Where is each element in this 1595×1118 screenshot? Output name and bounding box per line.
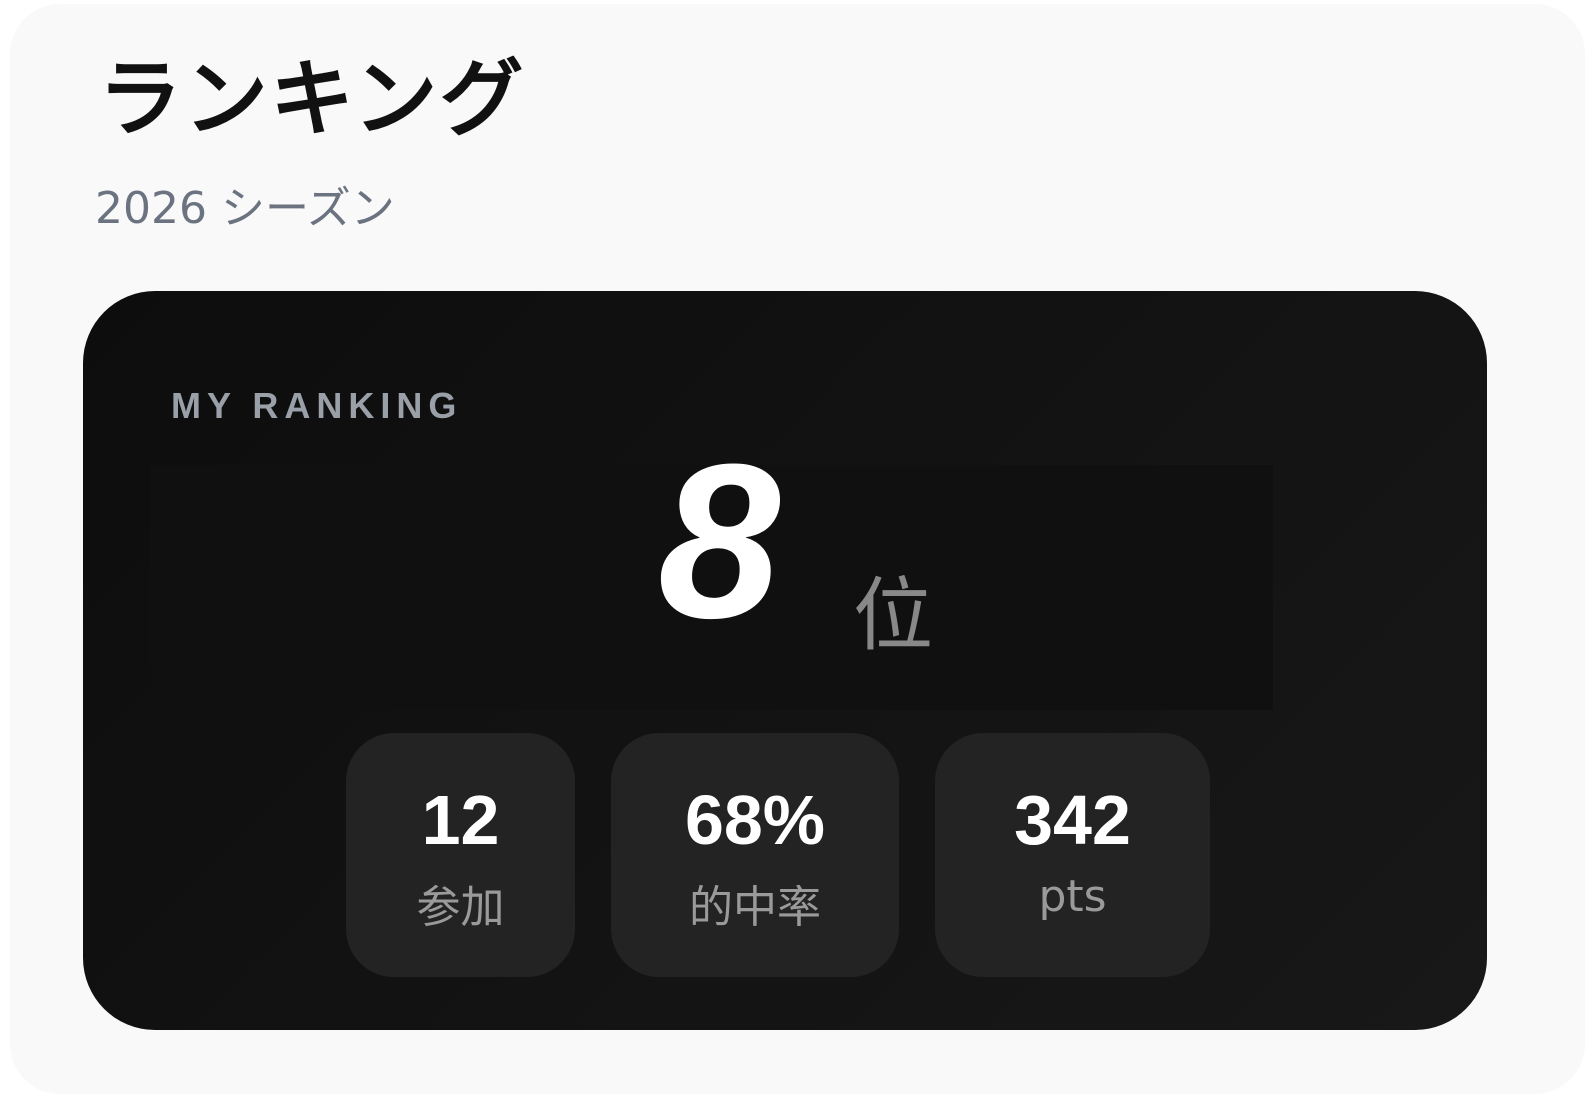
stat-participation: 12 参加 xyxy=(346,733,575,977)
stat-label: 的中率 xyxy=(689,882,821,933)
season-subtitle: 2026 シーズン xyxy=(95,183,395,234)
stat-value: 342 xyxy=(1014,781,1131,859)
page-title: ランキング xyxy=(98,50,526,148)
my-ranking-label: MY RANKING xyxy=(171,385,463,426)
rank-area xyxy=(150,465,1273,710)
stat-label: pts xyxy=(1038,871,1107,922)
stat-value: 12 xyxy=(421,781,500,859)
rank-unit: 位 xyxy=(853,569,933,662)
my-ranking-card: MY RANKING 8 位 12 参加 68% 的中率 342 pts xyxy=(83,291,1487,1030)
stat-label: 参加 xyxy=(416,882,505,933)
stat-value: 68% xyxy=(684,781,826,859)
stat-accuracy: 68% 的中率 xyxy=(611,733,899,977)
rank-number: 8 xyxy=(658,418,781,664)
stat-points: 342 pts xyxy=(935,733,1210,977)
